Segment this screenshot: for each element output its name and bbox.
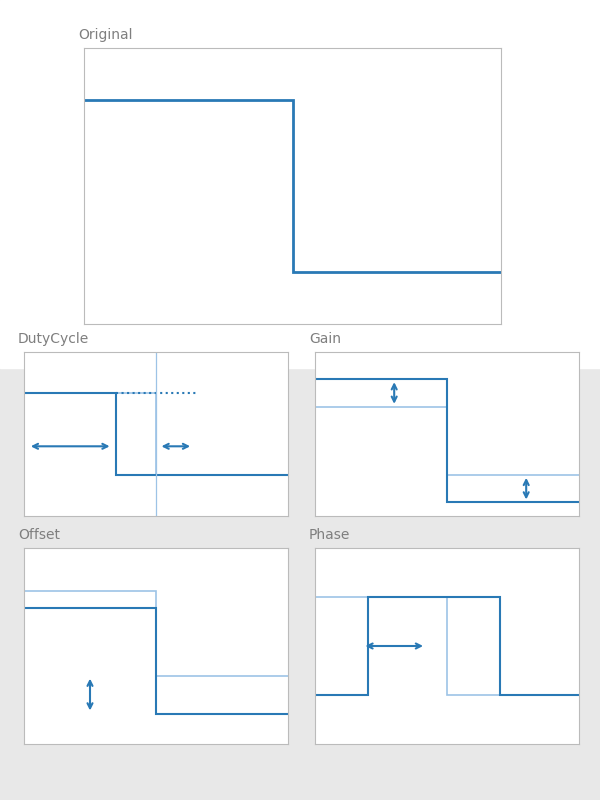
Text: DutyCycle: DutyCycle (18, 331, 89, 346)
Text: Offset: Offset (18, 528, 60, 542)
Text: Original: Original (78, 27, 133, 42)
Text: Phase: Phase (309, 528, 350, 542)
Text: Gain: Gain (309, 331, 341, 346)
